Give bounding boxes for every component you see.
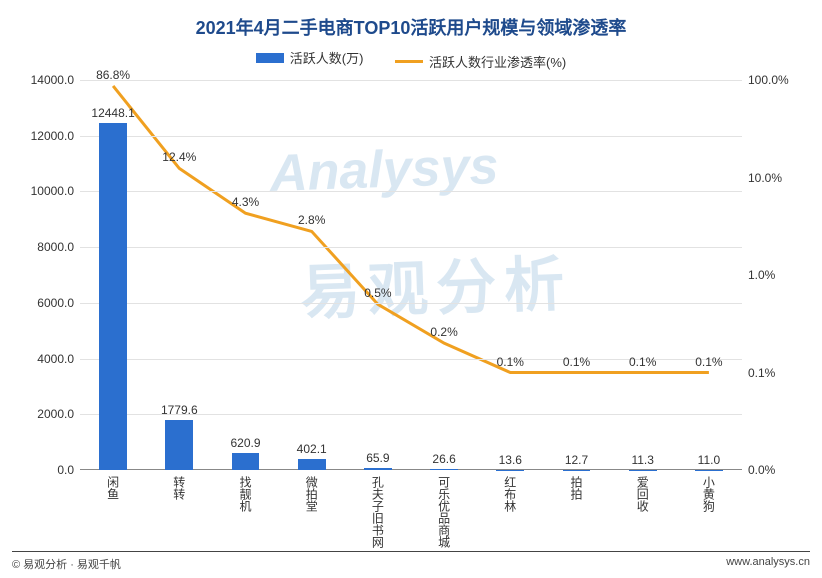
- y1-tick-label: 6000.0: [37, 296, 80, 310]
- bar: [232, 453, 260, 470]
- legend-line: 活跃人数行业渗透率(%): [395, 52, 566, 71]
- bar-value-label: 1779.6: [161, 403, 198, 417]
- y1-tick-label: 2000.0: [37, 407, 80, 421]
- legend-bar-label: 活跃人数(万): [290, 48, 364, 67]
- line-value-label: 0.1%: [563, 355, 590, 369]
- footer-left: © 易观分析 · 易观千帆: [12, 556, 121, 572]
- plot-area: Analysys 易观分析 0.02000.04000.06000.08000.…: [80, 80, 742, 470]
- y2-tick-label: 1.0%: [742, 268, 775, 282]
- x-category-label: 爱回收: [634, 476, 651, 512]
- line-value-label: 12.4%: [162, 150, 196, 164]
- y2-tick-label: 0.1%: [742, 366, 775, 380]
- x-category-label: 红布林: [502, 476, 519, 512]
- bar: [99, 123, 127, 470]
- gridline: [80, 136, 742, 137]
- x-category-label: 找靓机: [237, 476, 254, 512]
- bar: [430, 469, 458, 470]
- gridline: [80, 80, 742, 81]
- y2-tick-label: 0.0%: [742, 463, 775, 477]
- bar-value-label: 12.7: [565, 453, 588, 467]
- bar-value-label: 11.0: [698, 453, 720, 467]
- line-value-label: 86.8%: [96, 68, 130, 82]
- penetration-line: [113, 86, 709, 373]
- x-category-label: 微拍堂: [303, 476, 320, 512]
- y1-tick-label: 4000.0: [37, 352, 80, 366]
- bar: [364, 468, 392, 470]
- bar-value-label: 13.6: [499, 453, 522, 467]
- footer: © 易观分析 · 易观千帆 www.analysys.cn: [12, 551, 810, 572]
- legend-line-label: 活跃人数行业渗透率(%): [429, 52, 566, 71]
- line-value-label: 0.1%: [629, 355, 656, 369]
- y1-tick-label: 0.0: [57, 463, 80, 477]
- bar-value-label: 402.1: [297, 442, 327, 456]
- line-value-label: 4.3%: [232, 195, 259, 209]
- y1-tick-label: 12000.0: [31, 129, 80, 143]
- line-value-label: 0.5%: [364, 286, 391, 300]
- y2-tick-label: 100.0%: [742, 73, 789, 87]
- y2-tick-label: 10.0%: [742, 171, 782, 185]
- line-value-label: 0.1%: [497, 355, 524, 369]
- bar: [298, 459, 326, 470]
- gridline: [80, 303, 742, 304]
- line-value-label: 0.1%: [695, 355, 722, 369]
- bar-value-label: 620.9: [230, 436, 260, 450]
- y1-tick-label: 10000.0: [31, 184, 80, 198]
- bar-value-label: 65.9: [366, 451, 389, 465]
- y1-tick-label: 14000.0: [31, 73, 80, 87]
- swatch-line-icon: [395, 60, 423, 63]
- gridline: [80, 191, 742, 192]
- swatch-bar-icon: [256, 53, 284, 63]
- x-category-label: 小黄狗: [700, 476, 717, 512]
- chart-container: 2021年4月二手电商TOP10活跃用户规模与领域渗透率 活跃人数(万) 活跃人…: [0, 0, 822, 578]
- legend-bar: 活跃人数(万): [256, 48, 364, 67]
- x-category-label: 可乐优品商城: [436, 476, 453, 548]
- footer-right: www.analysys.cn: [726, 556, 810, 572]
- chart-title: 2021年4月二手电商TOP10活跃用户规模与领域渗透率: [0, 14, 822, 40]
- line-value-label: 0.2%: [430, 325, 457, 339]
- x-category-label: 拍拍: [568, 476, 585, 500]
- x-category-label: 闲鱼: [105, 476, 122, 500]
- y1-tick-label: 8000.0: [37, 240, 80, 254]
- bar-value-label: 12448.1: [91, 106, 134, 120]
- bar: [165, 420, 193, 470]
- bar-value-label: 26.6: [432, 452, 455, 466]
- x-category-label: 孔夫子旧书网: [369, 476, 386, 548]
- gridline: [80, 247, 742, 248]
- x-category-label: 转转: [171, 476, 188, 500]
- bar-value-label: 11.3: [631, 453, 653, 467]
- line-value-label: 2.8%: [298, 213, 325, 227]
